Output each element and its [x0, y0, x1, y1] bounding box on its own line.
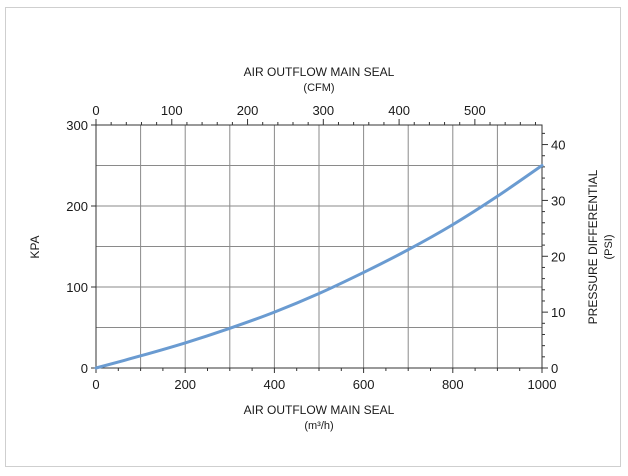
tick-label-left: 300 [66, 118, 88, 133]
grid [96, 125, 542, 368]
bottom-axis-unit: (m³/h) [304, 420, 333, 432]
tick-label-top: 400 [388, 103, 410, 118]
tick-label-bottom: 800 [442, 377, 464, 392]
tick-label-left: 100 [66, 280, 88, 295]
tick-label-bottom: 400 [264, 377, 286, 392]
tick-label-left: 200 [66, 199, 88, 214]
tick-label-top: 500 [464, 103, 486, 118]
right-axis-title: PRESSURE DIFFERENTIAL [586, 169, 600, 324]
bottom-axis-title: AIR OUTFLOW MAIN SEAL [244, 403, 395, 417]
tick-label-right: 30 [551, 193, 565, 208]
tick-label-right: 40 [551, 138, 565, 153]
chart-frame [5, 7, 621, 467]
tick-label-top: 300 [312, 103, 334, 118]
tick-label-left: 0 [81, 361, 88, 376]
tick-label-bottom: 0 [92, 377, 99, 392]
tick-label-bottom: 600 [353, 377, 375, 392]
top-axis-title: AIR OUTFLOW MAIN SEAL [244, 65, 395, 79]
right-axis-unit: (PSI) [603, 234, 615, 259]
tick-label-bottom: 1000 [528, 377, 557, 392]
series-line-pressure [94, 164, 544, 370]
tick-label-top: 0 [92, 103, 99, 118]
tick-label-bottom: 200 [174, 377, 196, 392]
tick-label-right: 10 [551, 305, 565, 320]
tick-label-right: 0 [551, 361, 558, 376]
tick-label-top: 200 [237, 103, 259, 118]
left-axis-title: KPA [28, 235, 42, 258]
axis-ticks [91, 119, 548, 373]
tick-label-top: 100 [161, 103, 183, 118]
top-axis-unit: (CFM) [303, 82, 334, 94]
tick-label-right: 20 [551, 249, 565, 264]
